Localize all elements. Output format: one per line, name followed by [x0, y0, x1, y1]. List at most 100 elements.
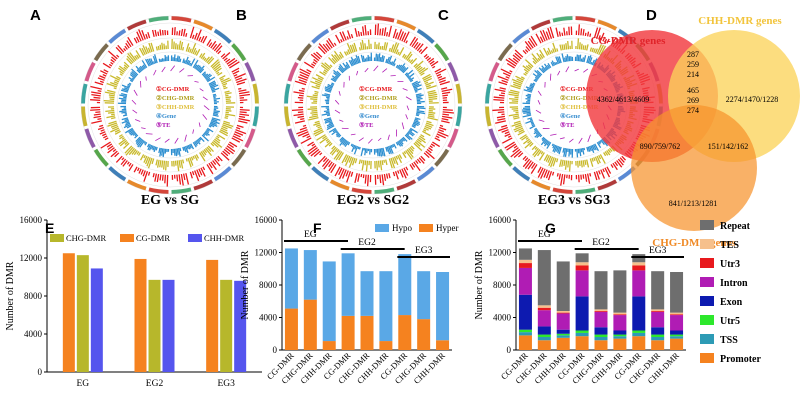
- track-bar: [210, 142, 215, 147]
- track-bar: [324, 89, 332, 93]
- track-bar: [147, 47, 151, 53]
- track-bar: [360, 54, 364, 63]
- bar-segment-tes: [537, 305, 551, 308]
- legend-g-label-utr5: Utr5: [720, 316, 740, 327]
- gene-track: [537, 90, 542, 96]
- track-bar: [441, 120, 450, 124]
- venn-cg-chh-3: 214: [687, 70, 699, 79]
- bar-segment-hypo: [417, 271, 431, 320]
- track-bar: [213, 111, 219, 114]
- track-bar: [350, 171, 354, 177]
- track-bar: [403, 54, 407, 59]
- gene-track: [406, 105, 410, 111]
- track-bar: [328, 142, 333, 147]
- track-bar: [302, 124, 307, 127]
- track-bar: [513, 125, 523, 131]
- track-bar: [525, 94, 531, 98]
- track-bar: [324, 86, 333, 91]
- track-bar: [197, 138, 201, 143]
- track-bar: [345, 61, 351, 69]
- track-bar: [441, 88, 453, 93]
- track-bar: [217, 71, 223, 76]
- chart-f-group-label: EG3: [415, 246, 433, 256]
- bar-segment-tss: [613, 336, 627, 339]
- track-bar: [299, 68, 311, 75]
- track-bar: [107, 111, 115, 114]
- track-bar: [147, 32, 151, 39]
- track-bar: [414, 118, 419, 122]
- bar-cg-dmr: [62, 253, 75, 372]
- track-bar: [501, 137, 513, 144]
- track-bar: [510, 89, 520, 93]
- track-bar: [415, 140, 426, 148]
- chromosome-band: [84, 61, 96, 82]
- track-bar: [428, 95, 438, 99]
- track-bar: [316, 134, 326, 141]
- track-bar: [174, 43, 177, 50]
- track-bar: [426, 57, 432, 62]
- track-bar: [221, 125, 228, 130]
- track-bar: [423, 77, 432, 83]
- track-bar: [401, 168, 407, 179]
- track-bar: [159, 44, 162, 50]
- track-bar: [579, 54, 582, 62]
- chromosome-band: [485, 83, 492, 104]
- track-bar: [348, 156, 353, 163]
- chromosome-band: [287, 128, 299, 149]
- track-bar: [175, 148, 178, 157]
- track-bar: [493, 99, 505, 102]
- track-bar: [351, 144, 355, 148]
- track-bar: [112, 148, 117, 153]
- track-bar: [398, 64, 403, 70]
- track-bar: [210, 119, 220, 125]
- track-bar: [333, 50, 341, 60]
- track-bar: [306, 135, 311, 139]
- track-bar: [406, 53, 413, 61]
- track-bar: [535, 33, 542, 44]
- bar-segment-utr3: [556, 312, 570, 314]
- track-bar: [351, 144, 356, 153]
- track-bar: [498, 126, 508, 132]
- track-bar: [555, 27, 559, 37]
- bar-segment-repeat: [556, 261, 570, 311]
- track-bar: [130, 131, 136, 136]
- track-bar: [552, 42, 557, 53]
- track-bar: [338, 65, 345, 73]
- track-bar: [544, 66, 548, 71]
- track-bar: [224, 90, 230, 93]
- track-bar: [108, 120, 117, 125]
- track-bar: [302, 133, 310, 138]
- track-bar: [543, 169, 548, 178]
- bar-segment-tes: [651, 309, 665, 311]
- bar-segment-hypo: [303, 250, 317, 300]
- track-bar: [342, 139, 347, 146]
- track-bar: [532, 73, 540, 79]
- track-bar: [414, 117, 421, 121]
- track-bar: [530, 162, 536, 169]
- track-bar: [299, 71, 310, 77]
- track-bar: [341, 154, 348, 164]
- track-bar: [596, 155, 601, 164]
- track-bar: [159, 160, 162, 168]
- track-bar: [102, 133, 107, 137]
- track-bar: [545, 31, 550, 40]
- bar-segment-intron: [632, 270, 646, 297]
- track-bar: [139, 154, 145, 161]
- track-bar: [378, 53, 381, 62]
- track-bar: [307, 141, 314, 147]
- track-bar: [323, 160, 331, 170]
- track-bar: [422, 129, 427, 132]
- track-bar: [551, 171, 555, 176]
- track-bar: [361, 160, 365, 171]
- gene-track: [405, 114, 409, 120]
- track-bar: [222, 82, 228, 86]
- track-bar: [206, 127, 214, 133]
- track-bar: [317, 46, 326, 55]
- track-bar: [533, 79, 538, 83]
- track-bar: [524, 141, 533, 149]
- track-bar: [364, 24, 367, 36]
- track-bar: [160, 59, 163, 62]
- track-bar: [297, 131, 309, 137]
- track-bar: [604, 167, 611, 178]
- track-bar: [192, 59, 199, 69]
